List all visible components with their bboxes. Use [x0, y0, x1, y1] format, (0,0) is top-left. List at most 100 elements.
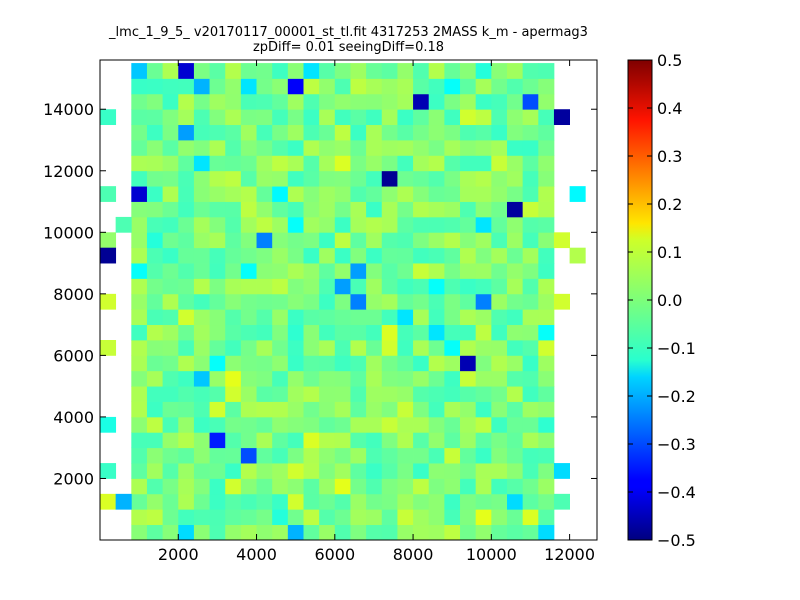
heatmap-cell — [522, 463, 539, 479]
heatmap-cell — [193, 416, 210, 433]
heatmap-cell — [491, 355, 508, 372]
heatmap-cell — [256, 78, 273, 95]
heatmap-cell — [444, 493, 461, 510]
heatmap-cell — [366, 201, 383, 218]
heatmap-cell — [303, 155, 320, 172]
heatmap-cell — [240, 416, 257, 433]
heatmap-cell — [553, 109, 570, 126]
heatmap-cell — [178, 463, 195, 479]
heatmap-cell — [287, 401, 304, 418]
heatmap-cell — [538, 478, 555, 495]
heatmap-cell — [209, 140, 226, 156]
heatmap-cell — [350, 78, 367, 95]
heatmap-cell — [475, 124, 492, 141]
heatmap-cell — [381, 401, 398, 418]
heatmap-cell — [397, 93, 414, 110]
heatmap-cell — [506, 416, 524, 433]
heatmap-cell — [272, 124, 289, 141]
heatmap-cell — [319, 216, 336, 233]
heatmap-cell — [538, 509, 555, 526]
heatmap-cell — [287, 509, 304, 526]
heatmap-cell — [319, 386, 336, 402]
heatmap-cell — [287, 186, 304, 202]
heatmap-cell — [240, 463, 257, 479]
heatmap-cell — [100, 416, 117, 433]
heatmap-cell — [272, 201, 289, 218]
heatmap-cell — [428, 355, 445, 372]
heatmap-cell — [366, 309, 383, 326]
heatmap-cell — [240, 201, 257, 218]
heatmap-cell — [162, 247, 179, 264]
heatmap-cell — [522, 93, 539, 110]
heatmap-cell — [100, 463, 117, 479]
heatmap-cell — [428, 432, 445, 449]
heatmap-cell — [225, 478, 242, 495]
heatmap-cell — [334, 63, 351, 79]
heatmap-cell — [475, 109, 492, 126]
heatmap-cell — [506, 63, 524, 79]
heatmap-cells — [100, 63, 586, 541]
heatmap-cell — [381, 509, 398, 526]
heatmap-cell — [256, 293, 273, 310]
heatmap-cell — [193, 309, 210, 326]
heatmap-cell — [491, 201, 508, 218]
heatmap-cell — [350, 463, 367, 479]
y-tick-label: 4000 — [53, 408, 94, 427]
heatmap-cell — [100, 293, 117, 310]
heatmap-cell — [225, 463, 242, 479]
heatmap-cell — [193, 463, 210, 479]
heatmap-cell — [303, 263, 320, 279]
heatmap-cell — [209, 478, 226, 495]
heatmap-cell — [334, 340, 351, 356]
heatmap-cell — [538, 63, 555, 79]
heatmap-cell — [319, 93, 336, 110]
heatmap-cell — [381, 216, 398, 233]
heatmap-cell — [303, 186, 320, 202]
heatmap-cell — [538, 201, 555, 218]
heatmap-cell — [381, 293, 398, 310]
heatmap-cell — [178, 447, 195, 464]
heatmap-cell — [146, 401, 164, 418]
heatmap-cell — [538, 78, 555, 95]
heatmap-cell — [146, 232, 164, 249]
heatmap-cell — [225, 93, 242, 110]
heatmap-cell — [193, 324, 210, 341]
heatmap-cell — [146, 140, 164, 156]
heatmap-cell — [146, 293, 164, 310]
heatmap-cell — [162, 93, 179, 110]
heatmap-cell — [146, 263, 164, 279]
heatmap-cell — [350, 63, 367, 79]
heatmap-cell — [506, 78, 524, 95]
heatmap-cell — [460, 493, 477, 510]
heatmap-cell — [272, 493, 289, 510]
heatmap-cell — [334, 93, 351, 110]
heatmap-cell — [178, 324, 195, 341]
colorbar-tick-label: −0.5 — [657, 531, 696, 550]
heatmap-cell — [319, 324, 336, 341]
heatmap-cell — [225, 78, 242, 95]
heatmap-cell — [178, 78, 195, 95]
heatmap-cell — [162, 309, 179, 326]
heatmap-cell — [319, 370, 336, 387]
heatmap-cell — [381, 447, 398, 464]
heatmap-cell — [146, 216, 164, 233]
heatmap-cell — [287, 93, 304, 110]
heatmap-cell — [538, 355, 555, 372]
heatmap-cell — [209, 216, 226, 233]
heatmap-cell — [491, 247, 508, 264]
heatmap-cell — [287, 109, 304, 126]
heatmap-cell — [319, 447, 336, 464]
heatmap-cell — [334, 447, 351, 464]
heatmap-cell — [506, 432, 524, 449]
heatmap-cell — [506, 386, 524, 402]
heatmap-cell — [381, 155, 398, 172]
heatmap-cell — [131, 140, 148, 156]
heatmap-cell — [193, 370, 210, 387]
heatmap-cell — [397, 401, 414, 418]
heatmap-cell — [272, 155, 289, 172]
heatmap-cell — [413, 170, 430, 187]
heatmap-cell — [522, 78, 539, 95]
heatmap-cell — [381, 463, 398, 479]
heatmap-cell — [193, 140, 210, 156]
heatmap-cell — [460, 109, 477, 126]
